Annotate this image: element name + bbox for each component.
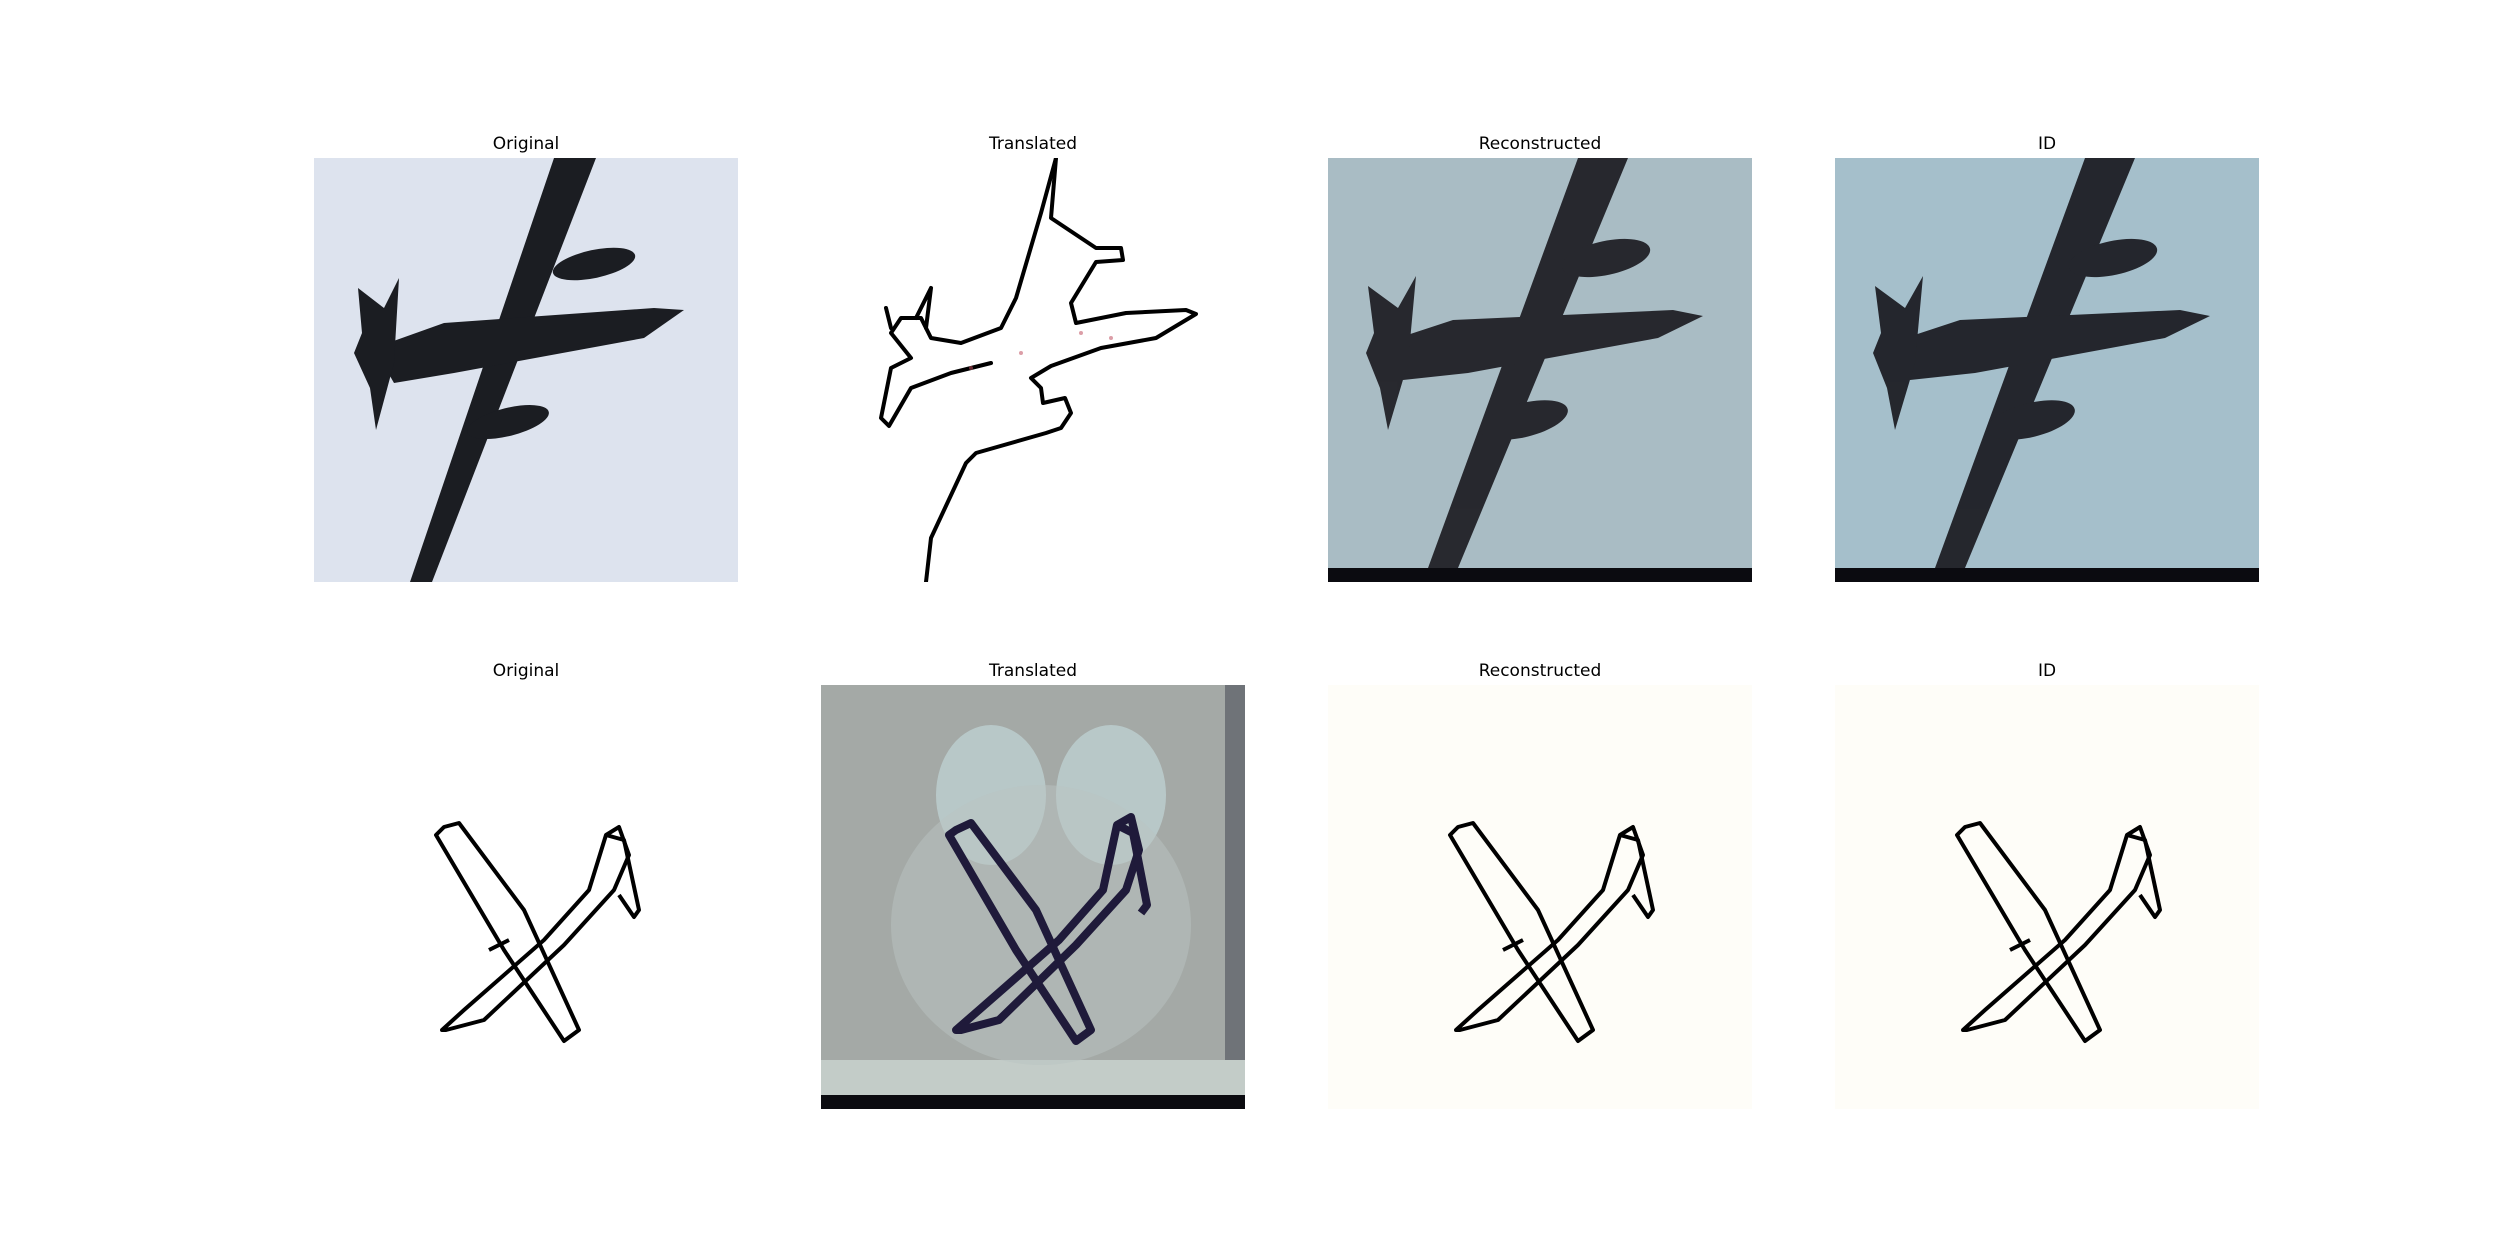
panel-title-id: ID [2037, 134, 2057, 154]
airplane-sketch-icon [1328, 685, 1752, 1109]
panel-title-reconstructed: Reconstructed [1478, 661, 1602, 681]
airplane-sketch-icon [314, 685, 738, 1109]
airplane-silhouette-icon [1835, 158, 2259, 582]
row1-translated-image [821, 158, 1245, 582]
row1-original-image [314, 158, 738, 582]
panel-title-original: Original [492, 661, 560, 681]
airplane-sketch-icon [1835, 685, 2259, 1109]
panel-title-original: Original [492, 134, 560, 154]
panel-title-id: ID [2037, 661, 2057, 681]
row1-id-image [1835, 158, 2259, 582]
airplane-silhouette-icon [314, 158, 738, 582]
airplane-sketch-icon [821, 685, 1245, 1109]
row2-reconstructed-image [1328, 685, 1752, 1109]
airplane-sketch-icon [821, 158, 1245, 582]
row1-reconstructed-image [1328, 158, 1752, 582]
panel-title-translated: Translated [989, 134, 1077, 154]
airplane-silhouette-icon [1328, 158, 1752, 582]
panel-title-translated: Translated [989, 661, 1077, 681]
panel-title-reconstructed: Reconstructed [1478, 134, 1602, 154]
row2-id-image [1835, 685, 2259, 1109]
row2-translated-image [821, 685, 1245, 1109]
row2-original-image [314, 685, 738, 1109]
